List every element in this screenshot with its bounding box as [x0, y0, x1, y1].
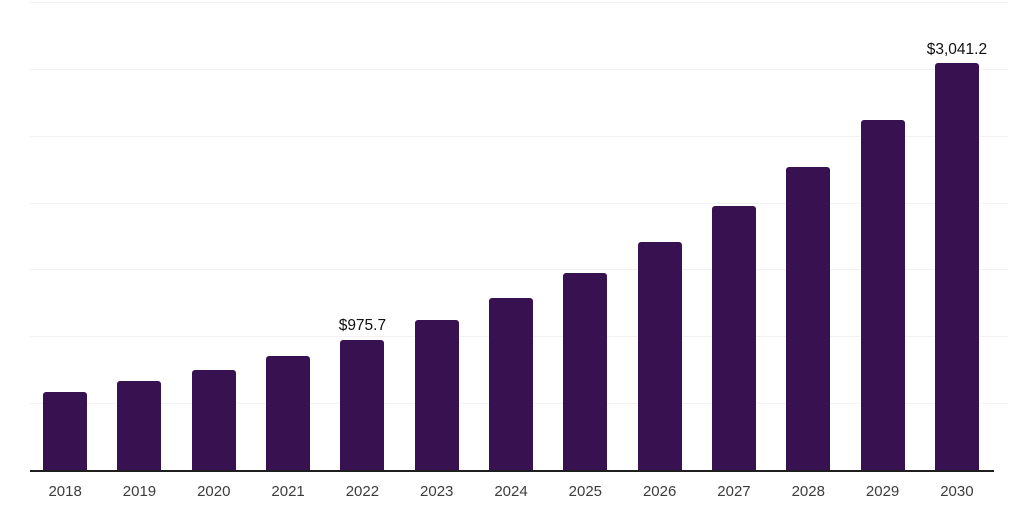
bar-2020	[191, 369, 236, 470]
bar-group-2019	[102, 2, 176, 470]
bar-2018	[43, 391, 88, 470]
bar-2022	[340, 339, 385, 470]
bar-group-2018	[28, 2, 102, 470]
bar-2026	[637, 242, 682, 470]
plot-area: $975.7 $3,041.2	[28, 2, 994, 470]
bar-2024	[489, 298, 534, 470]
bar-group-2025	[548, 2, 622, 470]
gridline-2000	[30, 202, 1008, 204]
x-tick-2022: 2022	[345, 483, 380, 500]
bar-2021	[266, 356, 311, 470]
bar-group-2026	[623, 2, 697, 470]
bar-group-2029	[845, 2, 919, 470]
bar-group-2023	[400, 2, 474, 470]
x-tick-2023: 2023	[420, 483, 454, 500]
bar-group-2027	[697, 2, 771, 470]
bar-group-2024	[474, 2, 548, 470]
gridline-2500	[30, 135, 1008, 137]
x-tick-2028: 2028	[791, 483, 825, 500]
bar-group-2021	[251, 2, 325, 470]
bar-group-2030: $3,041.2	[920, 2, 994, 470]
gridline-1500	[30, 269, 1008, 271]
x-axis-line	[30, 470, 994, 472]
x-tick-2021: 2021	[271, 483, 305, 500]
bar-2019	[117, 381, 162, 470]
bar-2030	[934, 63, 979, 470]
x-tick-2027: 2027	[717, 483, 751, 500]
bar-2029	[860, 119, 905, 470]
bar-2025	[563, 272, 608, 470]
gridline-3000	[30, 68, 1008, 70]
bar-2023	[414, 320, 459, 470]
bar-2027	[711, 206, 756, 470]
x-tick-2025: 2025	[568, 483, 603, 500]
gridline-3500	[30, 2, 1008, 3]
bar-group-2022: $975.7	[325, 2, 399, 470]
x-tick-2026: 2026	[642, 483, 677, 500]
x-tick-2020: 2020	[197, 483, 231, 500]
x-tick-2024: 2024	[494, 483, 528, 500]
x-tick-2018: 2018	[48, 483, 82, 500]
x-tick-2019: 2019	[122, 483, 157, 500]
x-tick-2030: 2030	[940, 483, 974, 500]
bar-group-2028	[771, 2, 845, 470]
x-axis-tick-labels: 2018 2019 2020 2021 2022 2023 2024 2025 2026 2027…	[28, 483, 994, 501]
x-tick-2029: 2029	[865, 483, 900, 500]
bar-2028	[786, 166, 831, 470]
bar-value-label-2030: $3,041.2	[926, 40, 988, 58]
bar-value-label-2022: $975.7	[338, 317, 387, 335]
bar-group-2020	[177, 2, 251, 470]
